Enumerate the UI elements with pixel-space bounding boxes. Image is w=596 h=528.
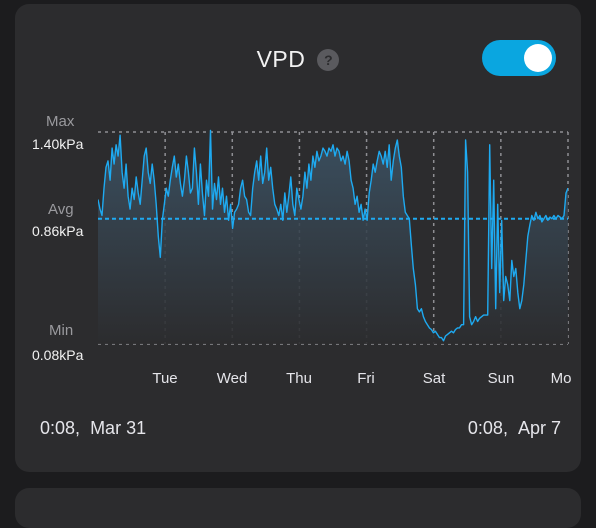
min-value: 0.08kPa: [32, 347, 84, 363]
range-end-time: 0:08,: [467, 418, 508, 438]
vpd-card: VPD? Max 1.40kPa Avg 0.86kPa Min 0.08kPa…: [15, 4, 581, 472]
question-mark-icon[interactable]: ?: [317, 48, 340, 71]
vpd-toggle[interactable]: [482, 40, 556, 76]
day-label-fri: Fri: [357, 370, 375, 387]
day-label-tue: Tue: [152, 370, 178, 387]
toggle-knob: [524, 44, 552, 72]
day-label-wed: Wed: [216, 370, 248, 387]
max-label: Max: [46, 113, 75, 130]
vpd-line: [98, 129, 568, 342]
avg-label: Avg: [48, 201, 74, 218]
range-start-date: Mar 31: [90, 418, 147, 438]
day-label-thu: Thu: [286, 370, 312, 387]
day-label-sun: Sun: [487, 370, 515, 387]
day-label-sat: Sat: [422, 370, 446, 387]
range-start: 0:08, Mar 31: [40, 418, 146, 439]
range-end-date: Apr 7: [517, 418, 561, 438]
range-start-time: 0:08,: [40, 418, 81, 438]
min-label: Min: [49, 322, 74, 339]
max-value: 1.40kPa: [32, 136, 84, 152]
vpd-area: [98, 130, 568, 344]
vpd-chart[interactable]: [15, 4, 581, 364]
next-card: [15, 488, 581, 528]
range-end: 0:08, Apr 7: [468, 418, 561, 439]
day-label-mon: Mo: [550, 370, 572, 387]
avg-value: 0.86kPa: [32, 223, 84, 239]
